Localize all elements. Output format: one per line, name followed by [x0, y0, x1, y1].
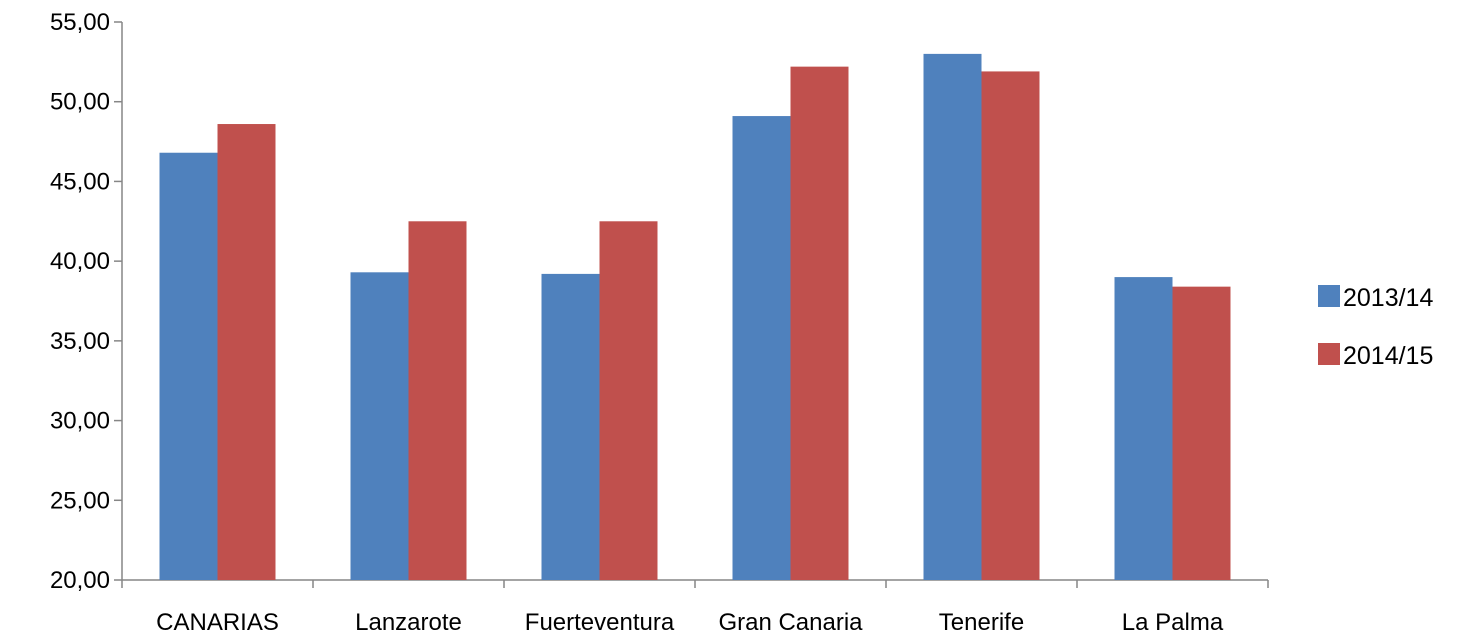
bar-series-2: [408, 221, 467, 581]
x-category-label: Lanzarote: [355, 609, 462, 636]
x-category-label: Tenerife: [939, 609, 1024, 636]
y-tick-label: 50,00: [50, 89, 110, 116]
y-tick-label: 45,00: [50, 168, 110, 195]
y-tick-label: 20,00: [50, 567, 110, 594]
y-tick-label: 40,00: [50, 248, 110, 275]
legend-swatch: [1318, 343, 1340, 365]
y-tick-label: 35,00: [50, 328, 110, 355]
legend-label: 2013/14: [1343, 284, 1433, 312]
legend-label: 2014/15: [1343, 342, 1433, 370]
bar-series-2: [1172, 286, 1231, 580]
bar-series-2: [981, 71, 1040, 581]
x-category-label: La Palma: [1122, 609, 1224, 636]
x-category-label: Gran Canaria: [718, 609, 863, 636]
bar-series-2: [790, 66, 849, 580]
bar-series-1: [350, 272, 409, 580]
legend: 2013/14 2014/15: [1318, 284, 1433, 370]
x-axis: CANARIAS Lanzarote Fuerteventura Gran Canar…: [121, 579, 1269, 636]
y-tick-label: 30,00: [50, 408, 110, 435]
y-tick-label: 25,00: [50, 487, 110, 514]
bars: [159, 53, 1231, 581]
bar-series-2: [599, 221, 658, 581]
bar-series-1: [1114, 277, 1173, 580]
bar-series-2: [217, 124, 276, 580]
x-category-label: Fuerteventura: [525, 609, 675, 636]
bar-series-1: [541, 273, 600, 580]
bar-series-1: [923, 53, 982, 580]
bar-series-1: [732, 116, 791, 580]
y-axis: 20,00 25,00 30,00 35,00 40,00 45,00 50,00 55,00: [50, 9, 123, 594]
legend-swatch: [1318, 285, 1340, 307]
y-tick-label: 55,00: [50, 9, 110, 36]
bar-series-1: [159, 152, 218, 580]
x-category-label: CANARIAS: [156, 609, 279, 636]
